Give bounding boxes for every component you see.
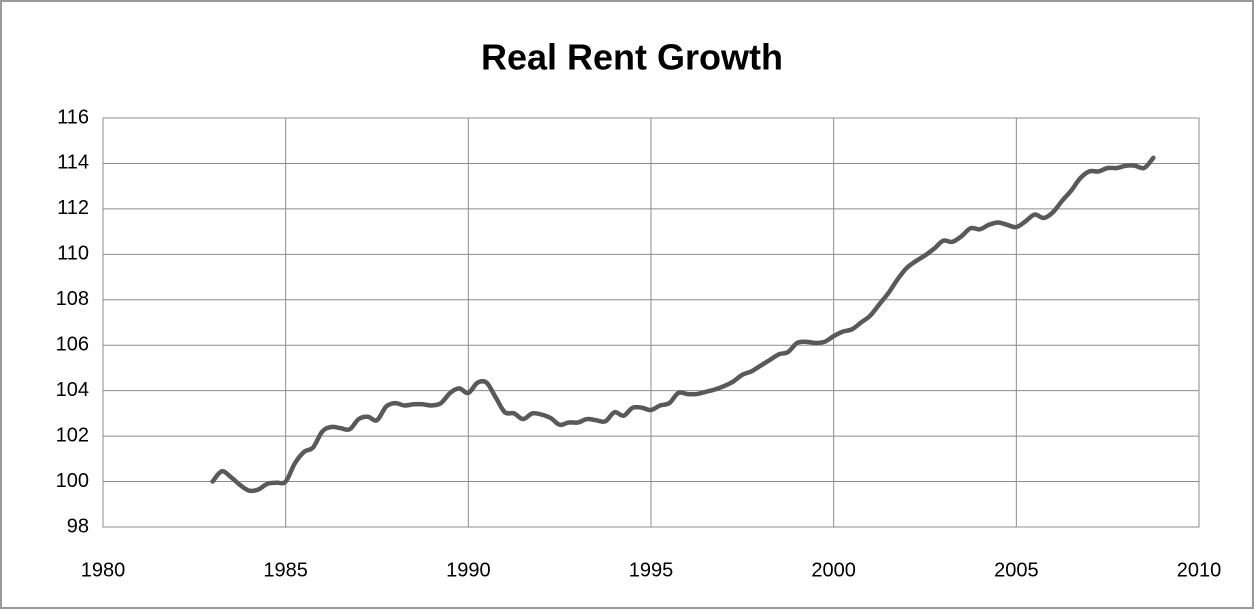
y-tick-label: 102 <box>56 424 89 446</box>
x-tick-label: 1995 <box>629 559 674 581</box>
y-tick-label: 104 <box>56 379 89 401</box>
y-tick-label: 108 <box>56 288 89 310</box>
plot-area <box>102 117 1200 528</box>
y-tick-label: 116 <box>57 106 89 128</box>
data-line <box>210 155 1156 494</box>
y-tick-label: 100 <box>56 470 89 492</box>
x-tick-label: 2005 <box>994 559 1039 581</box>
y-tick-label: 98 <box>67 515 89 537</box>
y-tick-label: 114 <box>57 152 89 174</box>
y-tick-label: 110 <box>57 243 89 265</box>
x-tick-label: 2000 <box>811 559 856 581</box>
x-tick-label: 1980 <box>81 559 126 581</box>
x-tick-label: 1985 <box>263 559 308 581</box>
chart-title: Real Rent Growth <box>481 37 783 78</box>
x-tick-label: 1990 <box>446 559 491 581</box>
y-tick-label: 112 <box>57 197 89 219</box>
y-tick-label: 106 <box>56 334 89 356</box>
x-tick-label: 2010 <box>1177 559 1222 581</box>
